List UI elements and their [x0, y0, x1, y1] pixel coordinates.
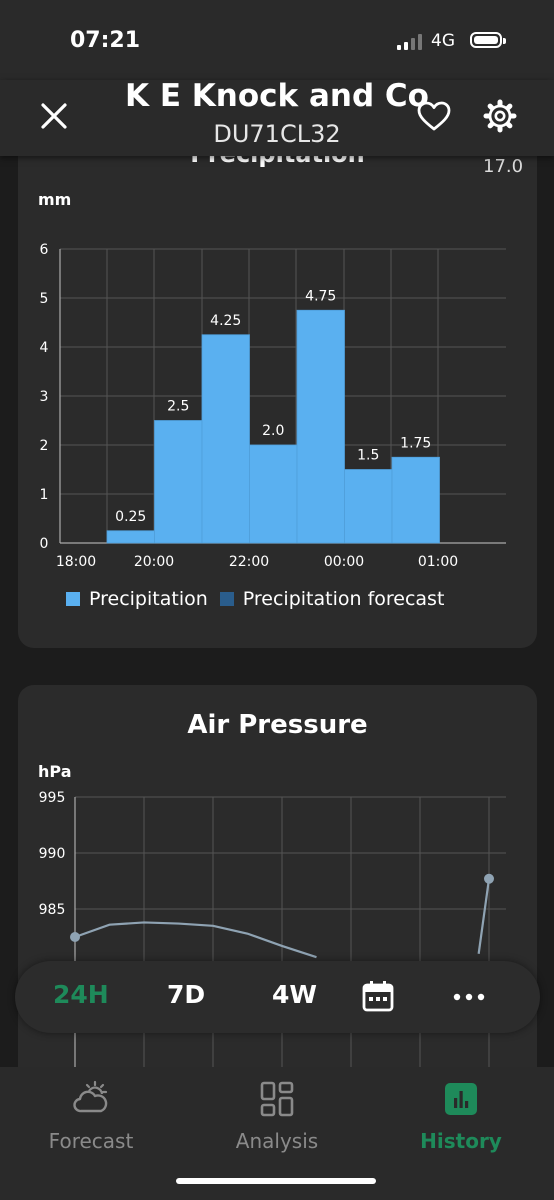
- x-tick-label: 22:00: [229, 554, 269, 570]
- y-tick-label: 1: [40, 487, 49, 503]
- legend-swatch-forecast: [219, 592, 234, 606]
- y-tick-label: 6: [40, 242, 49, 258]
- nav-label-forecast: Forecast: [48, 1129, 134, 1153]
- y-tick-label: 985: [39, 902, 66, 918]
- bottom-navigation: Forecast Analysis History: [0, 1067, 554, 1200]
- x-tick-label: 00:00: [324, 554, 364, 570]
- x-tick-label: 18:00: [56, 554, 96, 570]
- bar-data-label: 1.75: [400, 435, 431, 451]
- pressure-series-line: [74, 921, 317, 959]
- y-tick-label: 3: [40, 389, 49, 405]
- legend-label-precipitation: Precipitation: [89, 588, 208, 610]
- range-selector: 24H 7D 4W: [15, 961, 540, 1033]
- gear-icon: [483, 99, 517, 133]
- nav-label-analysis: Analysis: [235, 1129, 319, 1153]
- heart-icon: [417, 101, 451, 131]
- bar-data-label: 2.0: [262, 423, 284, 439]
- range-7d-button[interactable]: 7D: [167, 980, 206, 1009]
- nav-label-history: History: [420, 1129, 502, 1153]
- settings-button[interactable]: [478, 94, 522, 138]
- nav-item-forecast[interactable]: Forecast: [16, 1079, 166, 1153]
- bar-data-label: 4.25: [210, 313, 241, 329]
- bar-data-label: 1.5: [357, 448, 379, 464]
- precipitation-bar: [344, 469, 393, 544]
- calendar-icon: [362, 981, 394, 1012]
- more-options-button[interactable]: [452, 985, 488, 1009]
- y-tick-label: 0: [40, 536, 49, 552]
- app-header: K E Knock and Co DU71CL32: [0, 78, 554, 156]
- precipitation-bar: [154, 420, 203, 544]
- precipitation-legend: Precipitation Precipitation forecast: [66, 588, 444, 610]
- battery-icon: [470, 32, 506, 48]
- y-tick-label: 990: [39, 846, 66, 862]
- air-pressure-title: Air Pressure: [187, 710, 368, 740]
- page-title: K E Knock and Co: [125, 78, 429, 114]
- status-time: 07:21: [70, 28, 141, 53]
- bar-chart-icon: [445, 1083, 477, 1115]
- close-icon: [41, 103, 67, 129]
- calendar-button[interactable]: [361, 979, 395, 1013]
- nav-item-analysis[interactable]: Analysis: [202, 1079, 352, 1153]
- air-pressure-unit: hPa: [38, 762, 72, 781]
- bar-data-label: 0.25: [115, 509, 146, 525]
- precipitation-chart: 0 1 2 3 4 5 6 0.25 2.5 4.25 2.0 4.75 1.5 1.75 18:00 20:…: [40, 242, 506, 570]
- precipitation-card: Precipitation: [18, 110, 537, 648]
- air-pressure-card: [18, 685, 537, 1105]
- close-button[interactable]: [32, 94, 76, 138]
- nav-item-history[interactable]: History: [386, 1079, 536, 1153]
- precipitation-bar: [296, 309, 345, 544]
- x-tick-label: 01:00: [418, 554, 458, 570]
- precipitation-bar: [391, 456, 440, 544]
- status-bar: 07:21 4G: [0, 0, 554, 80]
- y-tick-label: 5: [40, 291, 49, 307]
- pressure-series-line: [477, 878, 491, 954]
- bar-data-label: 2.5: [167, 399, 189, 415]
- device-id: DU71CL32: [213, 120, 341, 148]
- range-4w-button[interactable]: 4W: [272, 980, 317, 1009]
- more-dots-icon: [453, 993, 485, 1001]
- dashboard-grid-icon: [260, 1081, 294, 1117]
- y-tick-label: 4: [40, 340, 49, 356]
- legend-swatch-precipitation: [66, 592, 80, 606]
- air-pressure-chart: 985 990 995: [39, 790, 506, 1100]
- range-24h-button[interactable]: 24H: [53, 980, 109, 1009]
- signal-strength-icon: [397, 34, 425, 50]
- x-tick-label: 20:00: [134, 554, 174, 570]
- home-indicator: [176, 1178, 376, 1184]
- y-tick-label: 2: [40, 438, 49, 454]
- cloud-sun-icon: [73, 1080, 108, 1113]
- precipitation-total: 17.0: [483, 156, 524, 177]
- precipitation-bar: [201, 334, 250, 544]
- favorite-button[interactable]: [412, 94, 456, 138]
- bar-data-label: 4.75: [305, 288, 336, 304]
- precipitation-unit: mm: [38, 190, 72, 209]
- y-tick-label: 995: [39, 790, 66, 806]
- network-type: 4G: [431, 31, 455, 51]
- pressure-point: [70, 932, 80, 942]
- precipitation-bar: [249, 444, 298, 544]
- legend-label-forecast: Precipitation forecast: [242, 588, 445, 610]
- pressure-point: [484, 873, 494, 884]
